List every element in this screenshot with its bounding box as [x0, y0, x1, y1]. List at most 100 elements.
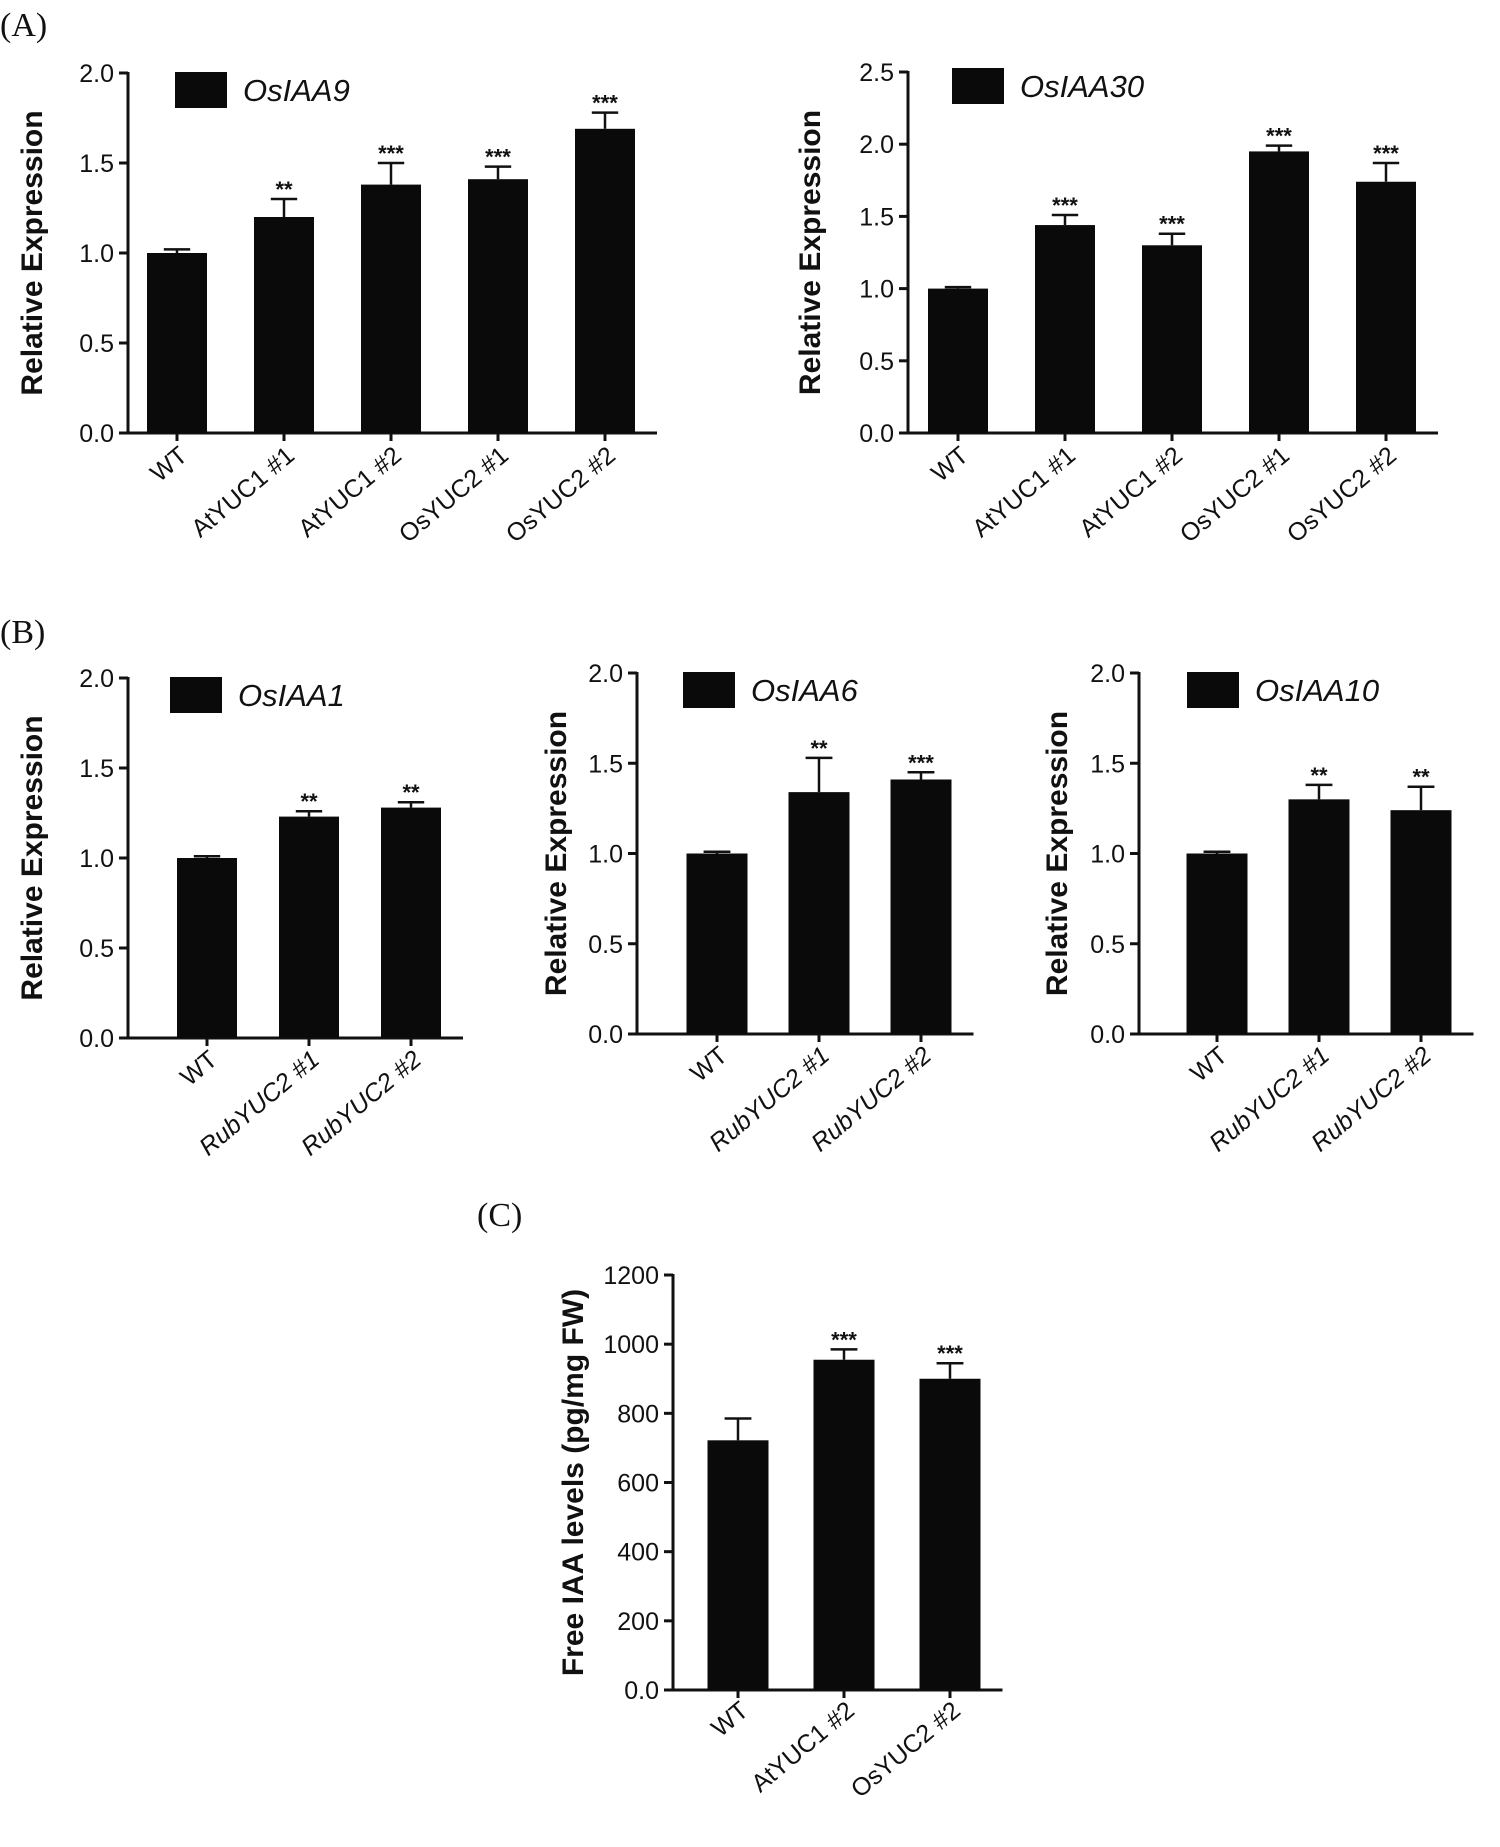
y-tick-label: 0.5: [79, 935, 114, 963]
y-tick-label: 0.0: [1090, 1021, 1125, 1049]
chart-free-iaa: 0.0 200 400 600 800 1000 1200 Free IAA levels (…: [557, 1262, 1003, 1803]
category-label-4: OsYUC2 #1: [394, 441, 514, 548]
bar-2: [1035, 225, 1095, 433]
legend-swatch: [175, 72, 227, 108]
significance-label-3: ***: [1159, 212, 1185, 237]
panel-label-a: (A): [0, 7, 47, 44]
bar-3: [919, 1378, 981, 1690]
significance-label-4: ***: [485, 145, 511, 170]
y-axis-label: Relative Expression: [540, 711, 573, 996]
y-tick-label: 1.0: [1090, 841, 1125, 869]
category-label-1: WT: [706, 1696, 754, 1742]
bar-2: [254, 217, 314, 433]
category-label-1: WT: [175, 1045, 223, 1091]
significance-label-5: ***: [592, 91, 618, 116]
y-tick-label: 1.0: [588, 841, 623, 869]
significance-label-2: ***: [1052, 193, 1078, 218]
y-tick-label: 1.0: [79, 240, 114, 268]
y-tick-label: 0.0: [79, 420, 114, 448]
chart-osiaa9: 0.0 0.5 1.0 1.5 2.0 Relative Expression OsIAA9…: [16, 60, 657, 548]
y-tick-label: 1200: [603, 1262, 659, 1290]
category-label-1: WT: [145, 441, 193, 487]
y-tick-label: 2.0: [859, 131, 894, 159]
y-tick-label: 1.0: [79, 845, 114, 873]
bar-4: [1249, 151, 1309, 434]
bar-3: [381, 807, 441, 1038]
bar-3: [361, 184, 421, 433]
category-label-2: AtYUC1 #2: [746, 1696, 860, 1798]
category-label-5: OsYUC2 #2: [1282, 441, 1402, 548]
y-tick-label: 2.0: [79, 60, 114, 88]
panel-label-b: (B): [0, 614, 45, 651]
bar-3: [1390, 810, 1452, 1034]
category-label-3: OsYUC2 #2: [846, 1696, 966, 1803]
significance-label-3: ***: [378, 141, 404, 166]
legend-label: OsIAA10: [1255, 673, 1379, 708]
bar-1: [707, 1440, 769, 1690]
y-tick-label: 0.5: [79, 330, 114, 358]
y-tick-label: 0.0: [79, 1025, 114, 1053]
legend-swatch: [683, 672, 735, 708]
legend-label: OsIAA9: [243, 73, 350, 108]
category-label-1: WT: [926, 441, 974, 487]
significance-label-2: **: [275, 177, 293, 202]
y-tick-label: 0.5: [859, 348, 894, 376]
y-tick-label: 1.5: [859, 203, 894, 231]
y-tick-label: 600: [617, 1470, 659, 1498]
y-tick-label: 0.0: [588, 1021, 623, 1049]
y-tick-label: 1.5: [588, 750, 623, 778]
legend-label: OsIAA30: [1020, 69, 1144, 104]
category-label-3: AtYUC1 #2: [293, 441, 407, 543]
bar-4: [468, 179, 528, 433]
y-tick-label: 400: [617, 1539, 659, 1567]
bar-1: [928, 288, 988, 433]
bar-5: [575, 128, 635, 434]
bar-2: [279, 816, 339, 1038]
significance-label-3: **: [402, 780, 420, 805]
y-axis-label: Relative Expression: [16, 110, 49, 395]
category-label-5: OsYUC2 #2: [501, 441, 621, 548]
chart-osiaa6: 0.0 0.5 1.0 1.5 2.0 Relative Expression OsIAA6…: [540, 660, 974, 1157]
chart-osiaa1: 0.0 0.5 1.0 1.5 2.0 Relative Expression OsIAA1…: [16, 665, 463, 1161]
y-axis-label: Relative Expression: [16, 715, 49, 1000]
significance-label-3: ***: [937, 1341, 963, 1366]
bar-1: [1186, 853, 1248, 1034]
y-tick-label: 200: [617, 1608, 659, 1636]
y-tick-label: 0.5: [1090, 931, 1125, 959]
significance-label-2: **: [1310, 763, 1328, 788]
significance-label-5: ***: [1373, 141, 1399, 166]
y-tick-label: 2.0: [79, 665, 114, 693]
y-tick-label: 2.5: [859, 59, 894, 87]
y-tick-label: 0.0: [624, 1677, 659, 1705]
significance-label-4: ***: [1266, 124, 1292, 149]
category-label-2: AtYUC1 #1: [967, 441, 1081, 543]
legend-swatch: [170, 677, 222, 713]
y-tick-label: 1000: [603, 1331, 659, 1359]
significance-label-3: **: [1412, 765, 1430, 790]
bar-1: [686, 853, 748, 1034]
legend-swatch: [952, 68, 1004, 104]
significance-label-2: **: [300, 789, 318, 814]
y-tick-label: 1.5: [1090, 750, 1125, 778]
significance-label-2: **: [810, 736, 828, 761]
y-axis-label: Free IAA levels (pg/mg FW): [557, 1289, 590, 1676]
significance-label-3: ***: [908, 750, 934, 775]
category-label-2: AtYUC1 #1: [186, 441, 300, 543]
bar-1: [147, 253, 207, 433]
bar-2: [1288, 799, 1350, 1034]
significance-label-2: ***: [831, 1327, 857, 1352]
y-tick-label: 2.0: [588, 660, 623, 688]
chart-osiaa10: 0.0 0.5 1.0 1.5 2.0 Relative Expression OsIAA1…: [1041, 660, 1474, 1157]
category-label-1: WT: [685, 1041, 733, 1087]
chart-osiaa30: 0.0 0.5 1.0 1.5 2.0 2.5 Relative Expression OsI…: [794, 59, 1438, 548]
bar-3: [1142, 245, 1202, 433]
y-axis-label: Relative Expression: [794, 110, 827, 395]
bar-5: [1356, 181, 1416, 433]
legend-label: OsIAA1: [238, 678, 345, 713]
category-label-4: OsYUC2 #1: [1175, 441, 1295, 548]
bar-3: [890, 779, 952, 1034]
category-label-1: WT: [1185, 1041, 1233, 1087]
bar-1: [177, 858, 237, 1038]
bar-2: [813, 1359, 875, 1690]
